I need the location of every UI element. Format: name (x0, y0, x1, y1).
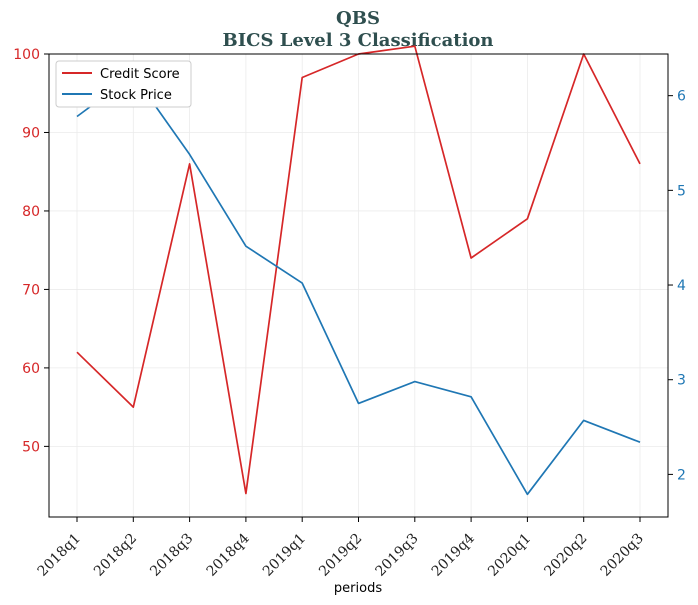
right-tick-label: 3 (677, 373, 686, 389)
x-tick-label: 2020q3 (598, 531, 647, 580)
right-axis: 2 3 4 5 6 (668, 89, 686, 484)
legend: Credit Score Stock Price (56, 61, 191, 107)
x-tick-label: 2018q3 (147, 531, 196, 580)
x-tick-label: 2019q1 (260, 531, 309, 580)
left-tick-label: 80 (22, 204, 40, 220)
x-tick-label: 2019q2 (316, 531, 365, 580)
left-tick-label: 60 (22, 361, 40, 377)
left-tick-label: 50 (22, 439, 40, 455)
chart-subtitle: BICS Level 3 Classification (222, 30, 493, 51)
x-tick-label: 2020q1 (485, 531, 534, 580)
x-tick-label: 2019q4 (429, 530, 478, 579)
x-tick-label: 2019q3 (372, 531, 421, 580)
chart-title: QBS (336, 8, 380, 29)
left-tick-label: 90 (22, 125, 40, 141)
left-tick-label: 100 (13, 47, 40, 63)
x-tick-label: 2018q2 (91, 531, 140, 580)
x-tick-label: 2020q2 (541, 531, 590, 580)
x-axis: 2018q1 2018q2 2018q3 2018q4 2019q1 2019q2 2019… (35, 517, 647, 580)
left-tick-label: 70 (22, 282, 40, 298)
left-axis: 50 60 70 80 90 100 (13, 47, 49, 455)
x-tick-label: 2018q1 (35, 531, 84, 580)
x-tick-label: 2018q4 (204, 530, 253, 579)
right-tick-label: 2 (677, 467, 686, 483)
right-tick-label: 6 (677, 89, 686, 105)
x-axis-label: periods (334, 581, 382, 596)
legend-label-credit-score: Credit Score (100, 67, 180, 82)
right-tick-label: 5 (677, 183, 686, 199)
legend-label-stock-price: Stock Price (100, 88, 172, 103)
grid-lines (49, 54, 668, 517)
right-tick-label: 4 (677, 278, 686, 294)
